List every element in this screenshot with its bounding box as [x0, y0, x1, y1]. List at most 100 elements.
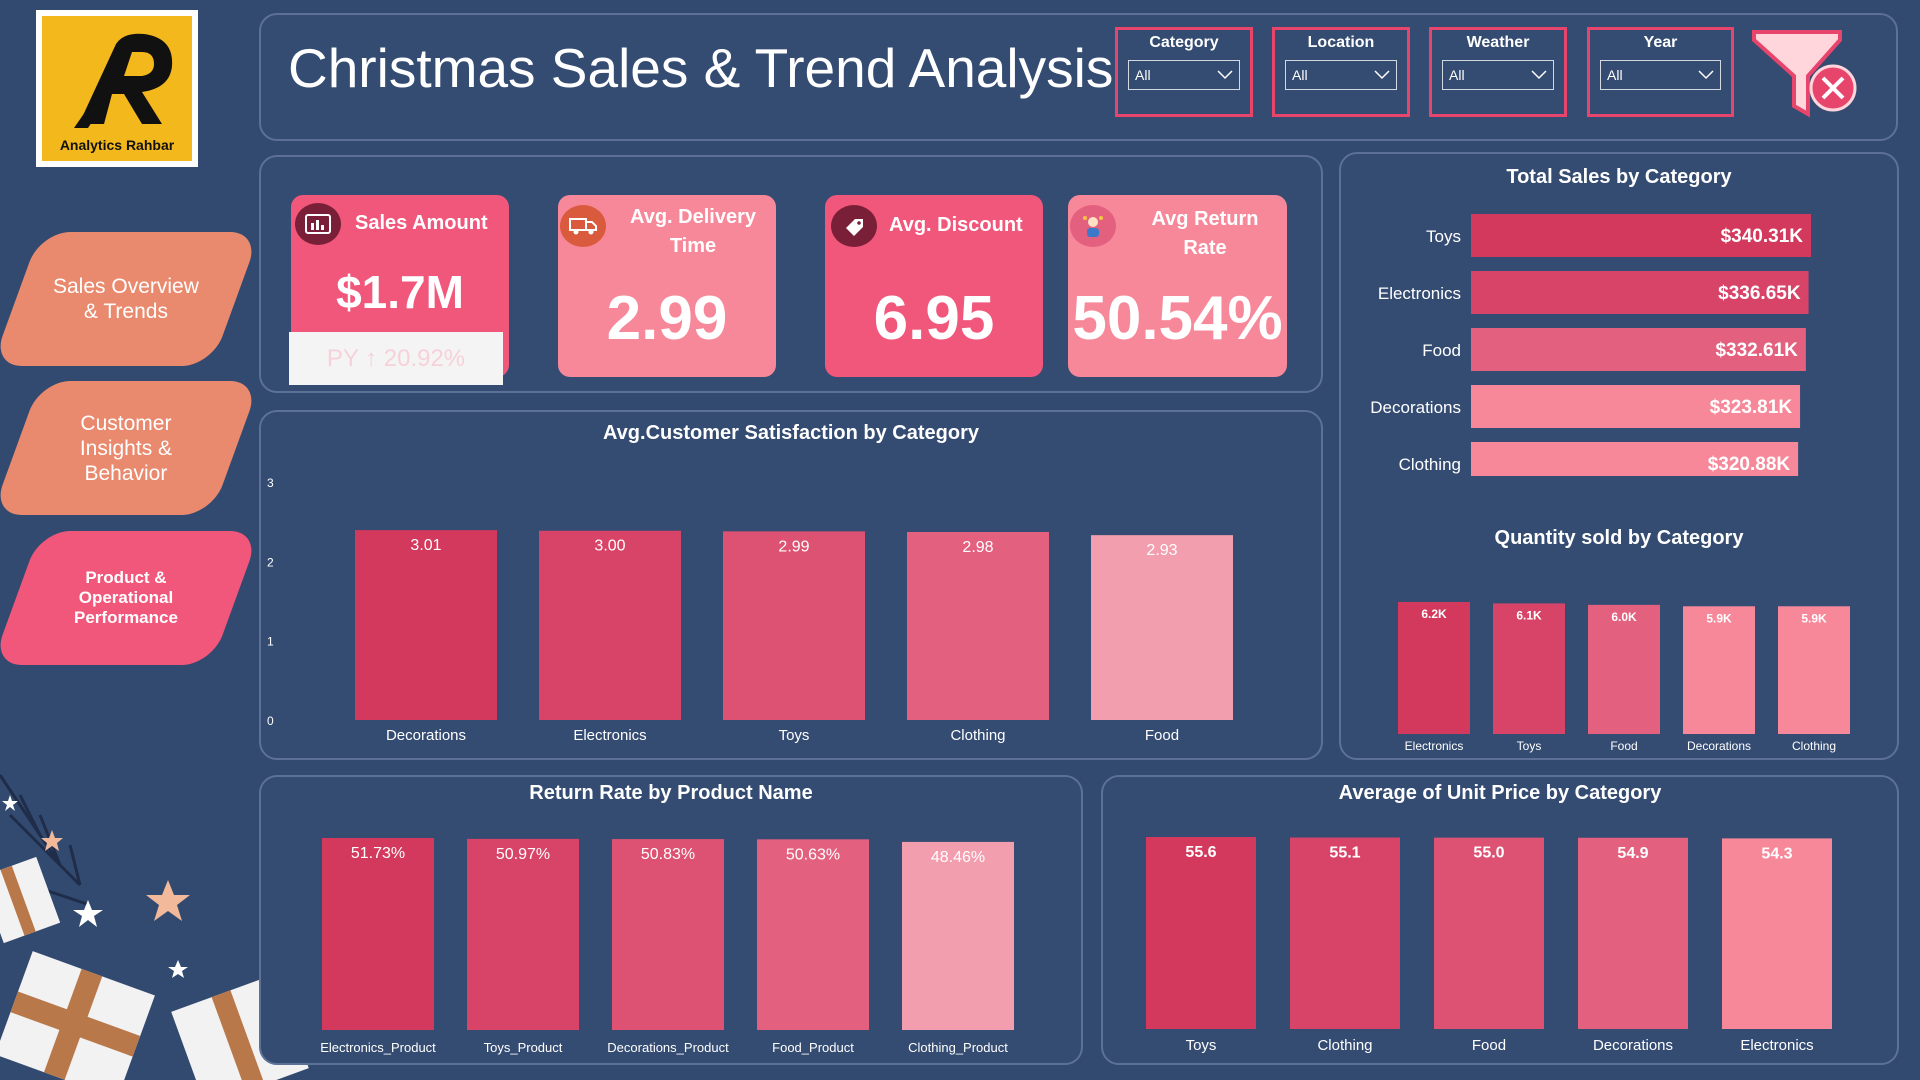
- nav-sales-overview-button[interactable]: Sales Overview & Trends: [0, 232, 261, 366]
- return-rate-chart: 51.73% Electronics_Product 50.97% Toys_Prod…: [320, 838, 1014, 1055]
- category-axis-label: Decorations: [1370, 398, 1461, 417]
- category-axis-label: Clothing: [1317, 1037, 1372, 1054]
- bar-electronics[interactable]: [1722, 838, 1832, 1029]
- bar-decorations[interactable]: [1683, 606, 1755, 734]
- bar-decorations[interactable]: [1471, 385, 1801, 428]
- location-slicer: Location All: [1272, 27, 1410, 117]
- location-dropdown-value: All: [1292, 67, 1308, 83]
- bar-toys[interactable]: [1471, 214, 1811, 257]
- bar-decorations_product[interactable]: [612, 839, 724, 1030]
- bar-clothing[interactable]: [1290, 837, 1400, 1029]
- bar-value-label: 2.93: [1146, 542, 1177, 559]
- bar-toys[interactable]: [723, 531, 865, 720]
- bar-clothing[interactable]: [1778, 606, 1850, 734]
- return-person-icon: [1070, 205, 1116, 247]
- bar-clothing[interactable]: [907, 532, 1049, 720]
- bar-value-label: $336.65K: [1718, 283, 1801, 304]
- bar-value-label: 55.0: [1473, 845, 1504, 862]
- avg-discount-value: 6.95: [873, 284, 995, 353]
- avg-delivery-time-card: Avg. Delivery Time 2.99: [558, 195, 776, 377]
- bar-food[interactable]: [1471, 328, 1806, 371]
- nav-sales-overview-line-2: & Trends: [83, 300, 169, 323]
- category-slicer: Category All: [1115, 27, 1253, 117]
- clear-filters-icon[interactable]: [1750, 26, 1860, 121]
- bar-clothing_product[interactable]: [902, 841, 1014, 1030]
- avg-delivery-time-label: Avg. Delivery Time: [618, 203, 768, 261]
- quantity-chart: 6.2K Electronics 6.1K Toys 6.0K Food 5.9K Decor…: [1398, 602, 1850, 753]
- sales-amount-card: Sales Amount $1.7M PY ↑ 20.92%: [289, 195, 509, 385]
- bar-food_product[interactable]: [757, 839, 869, 1030]
- bar-electronics_product[interactable]: [322, 838, 434, 1030]
- bar-decorations[interactable]: [355, 530, 497, 720]
- sales-amount-py-change: PY ↑ 20.92%: [289, 332, 503, 385]
- logo-mark-icon: [74, 33, 173, 128]
- bar-electronics[interactable]: [1398, 602, 1470, 734]
- category-axis-label: Electronics: [573, 727, 646, 744]
- bar-toys[interactable]: [1146, 837, 1256, 1029]
- bar-food[interactable]: [1091, 535, 1233, 720]
- chevron-down-icon: [1698, 70, 1714, 80]
- chevron-down-icon: [1531, 70, 1547, 80]
- bar-value-label: 50.97%: [496, 846, 550, 863]
- discount-tag-icon: [831, 205, 877, 247]
- year-slicer: Year All: [1587, 27, 1734, 117]
- bar-food[interactable]: [1434, 837, 1544, 1029]
- star-icon: [2, 795, 18, 811]
- bar-value-label: 6.2K: [1421, 607, 1447, 621]
- sales-amount-value: $1.7M: [336, 266, 464, 318]
- bar-electronics[interactable]: [539, 530, 681, 720]
- y-axis-tick-label: 0: [267, 714, 274, 728]
- bar-value-label: 55.1: [1329, 845, 1360, 862]
- bar-value-label: 54.9: [1617, 845, 1648, 862]
- category-axis-label: Food_Product: [772, 1040, 854, 1055]
- bar-decorations[interactable]: [1578, 837, 1688, 1029]
- category-axis-label: Decorations: [1593, 1037, 1673, 1054]
- nav-customer-insights-button[interactable]: Customer Insights & Behavior: [0, 381, 261, 515]
- category-axis-label: Decorations: [386, 727, 466, 744]
- category-axis-label: Electronics: [1740, 1037, 1813, 1054]
- bar-electronics[interactable]: [1471, 271, 1809, 314]
- bar-food[interactable]: [1588, 604, 1660, 734]
- bar-value-label: 6.0K: [1611, 610, 1637, 624]
- total-sales-chart: Toys $340.31K Electronics $336.65K Food $332.…: [1370, 214, 1811, 476]
- bar-value-label: 2.98: [962, 539, 993, 556]
- star-icon: [168, 960, 188, 978]
- category-dropdown-value: All: [1135, 67, 1151, 83]
- nav-customer-insights-line-1: Customer: [80, 411, 172, 435]
- category-slicer-label: Category: [1149, 34, 1219, 51]
- unit-price-panel: Average of Unit Price by Category 55.6 To…: [1101, 775, 1899, 1065]
- nav-product-operational-line-3: Performance: [74, 608, 178, 627]
- year-dropdown[interactable]: All: [1600, 60, 1721, 90]
- category-axis-label: Toys: [1186, 1037, 1217, 1054]
- avg-return-rate-label: Avg Return Rate: [1130, 205, 1280, 263]
- category-axis-label: Decorations_Product: [607, 1040, 729, 1055]
- weather-dropdown-value: All: [1449, 67, 1465, 83]
- logo-text: Analytics Rahbar: [59, 137, 175, 153]
- bar-value-label: $332.61K: [1715, 340, 1798, 361]
- weather-slicer: Weather All: [1429, 27, 1567, 117]
- bar-toys_product[interactable]: [467, 838, 579, 1030]
- satisfaction-chart: 0 1 2 3 3.01 Decorations 3.00 Electronics 2.99 To…: [267, 476, 1233, 744]
- chevron-down-icon: [1217, 70, 1233, 80]
- avg-return-rate-value: 50.54%: [1072, 284, 1283, 353]
- nav-product-operational-button[interactable]: Product & Operational Performance: [0, 531, 261, 665]
- year-slicer-label: Year: [1643, 34, 1678, 51]
- category-axis-label: Toys: [779, 727, 810, 744]
- weather-dropdown[interactable]: All: [1442, 60, 1554, 90]
- location-dropdown[interactable]: All: [1285, 60, 1397, 90]
- bar-value-label: 55.6: [1185, 844, 1216, 861]
- category-dropdown[interactable]: All: [1128, 60, 1240, 90]
- chevron-down-icon: [1374, 70, 1390, 80]
- weather-slicer-label: Weather: [1466, 34, 1530, 51]
- bar-toys[interactable]: [1493, 603, 1565, 734]
- category-axis-label: Clothing: [1399, 455, 1461, 474]
- avg-delivery-time-label-line-2: Time: [669, 235, 717, 257]
- category-axis-label: Electronics_Product: [320, 1040, 436, 1055]
- total-sales-chart-title: Total Sales by Category: [1506, 166, 1732, 188]
- return-rate-chart-title: Return Rate by Product Name: [529, 782, 813, 804]
- avg-delivery-time-value: 2.99: [606, 284, 728, 353]
- bar-value-label: 5.9K: [1706, 611, 1732, 625]
- bar-value-label: 2.99: [778, 538, 809, 555]
- bar-clothing[interactable]: [1471, 442, 1799, 476]
- bar-value-label: 51.73%: [351, 845, 405, 862]
